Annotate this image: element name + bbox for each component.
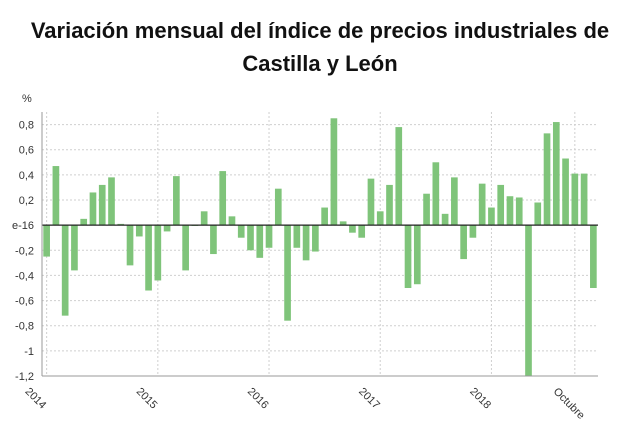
bar xyxy=(210,225,217,255)
bar xyxy=(413,225,421,285)
bar xyxy=(293,225,301,248)
bar xyxy=(432,162,440,226)
y-tick-label: 0,8 xyxy=(19,120,34,132)
x-tick-label: 2015 xyxy=(134,386,160,412)
bar xyxy=(117,223,125,226)
x-tick-label: 2016 xyxy=(245,386,271,412)
bar xyxy=(265,225,273,248)
bar xyxy=(395,127,403,226)
y-tick-label: 0,2 xyxy=(19,195,34,207)
bar xyxy=(61,225,69,316)
bar xyxy=(52,166,60,226)
bar xyxy=(515,197,523,226)
y-tick-label: -0,6 xyxy=(15,296,34,308)
bar xyxy=(200,211,208,226)
bar xyxy=(423,193,430,226)
bar xyxy=(562,158,569,226)
bar xyxy=(460,225,467,260)
bar xyxy=(497,184,505,226)
bar xyxy=(98,184,106,226)
bar xyxy=(145,225,152,291)
bar xyxy=(173,176,180,226)
bar xyxy=(506,196,514,226)
chart-title-line1: Variación mensual del índice de precios … xyxy=(30,18,610,43)
bar xyxy=(43,225,50,257)
y-tick-label: -0,2 xyxy=(15,245,34,257)
bar xyxy=(321,207,328,226)
bar xyxy=(312,225,319,252)
bar xyxy=(469,225,477,238)
bar xyxy=(302,225,310,261)
bar xyxy=(256,225,264,258)
bar xyxy=(534,202,542,226)
bar xyxy=(135,225,143,237)
x-axis-ticks: 2014 2015 2016 2017 2018 Octubre xyxy=(23,386,587,422)
bar xyxy=(376,211,384,226)
bar xyxy=(274,188,282,226)
axes xyxy=(41,112,598,377)
bar xyxy=(543,133,551,226)
bar xyxy=(339,221,347,226)
bar xyxy=(451,177,458,226)
chart-title-line2: Castilla y León xyxy=(242,51,398,76)
bar xyxy=(386,184,393,226)
bar xyxy=(237,225,245,238)
bar xyxy=(580,173,588,226)
bar xyxy=(284,225,291,321)
x-tick-label: 2017 xyxy=(356,386,382,412)
y-axis-ticks: 0,8 0,6 0,4 0,2 e-16 -0,2 -0,4 -0,6 -0,8 -1 -1,2 xyxy=(12,120,34,383)
bar xyxy=(108,177,115,226)
bar xyxy=(154,225,162,281)
bar xyxy=(228,216,236,226)
x-tick-label: Octubre xyxy=(551,386,587,422)
bar xyxy=(441,213,449,226)
bar xyxy=(71,225,78,271)
x-tick-label: 2014 xyxy=(23,386,49,412)
y-tick-label: -1 xyxy=(24,346,34,358)
bar xyxy=(219,171,227,226)
y-tick-label: e-16 xyxy=(12,220,34,232)
bar xyxy=(80,218,88,226)
bar xyxy=(367,178,375,226)
bar xyxy=(358,225,366,238)
y-tick-label: 0,6 xyxy=(19,145,34,157)
bar xyxy=(247,225,254,251)
y-axis-unit-label: % xyxy=(22,93,32,105)
bar xyxy=(478,183,486,226)
bar xyxy=(182,225,189,271)
bar xyxy=(89,192,97,226)
bar xyxy=(590,225,597,288)
bar xyxy=(552,122,560,226)
bar xyxy=(404,225,412,288)
y-tick-label: -0,8 xyxy=(15,321,34,333)
bar xyxy=(349,225,356,233)
y-tick-label: -0,4 xyxy=(15,270,34,282)
bar xyxy=(488,207,495,226)
grid-lines xyxy=(42,112,598,377)
bar xyxy=(571,173,579,226)
bar xyxy=(163,225,171,232)
y-tick-label: -1,2 xyxy=(15,371,34,383)
x-tick-label: 2018 xyxy=(467,386,493,412)
y-tick-label: 0,4 xyxy=(19,170,34,182)
bar xyxy=(126,225,134,266)
bars xyxy=(43,118,597,376)
bar xyxy=(525,225,532,376)
bar xyxy=(330,118,338,226)
chart-title: Variación mensual del índice de precios … xyxy=(0,14,640,80)
